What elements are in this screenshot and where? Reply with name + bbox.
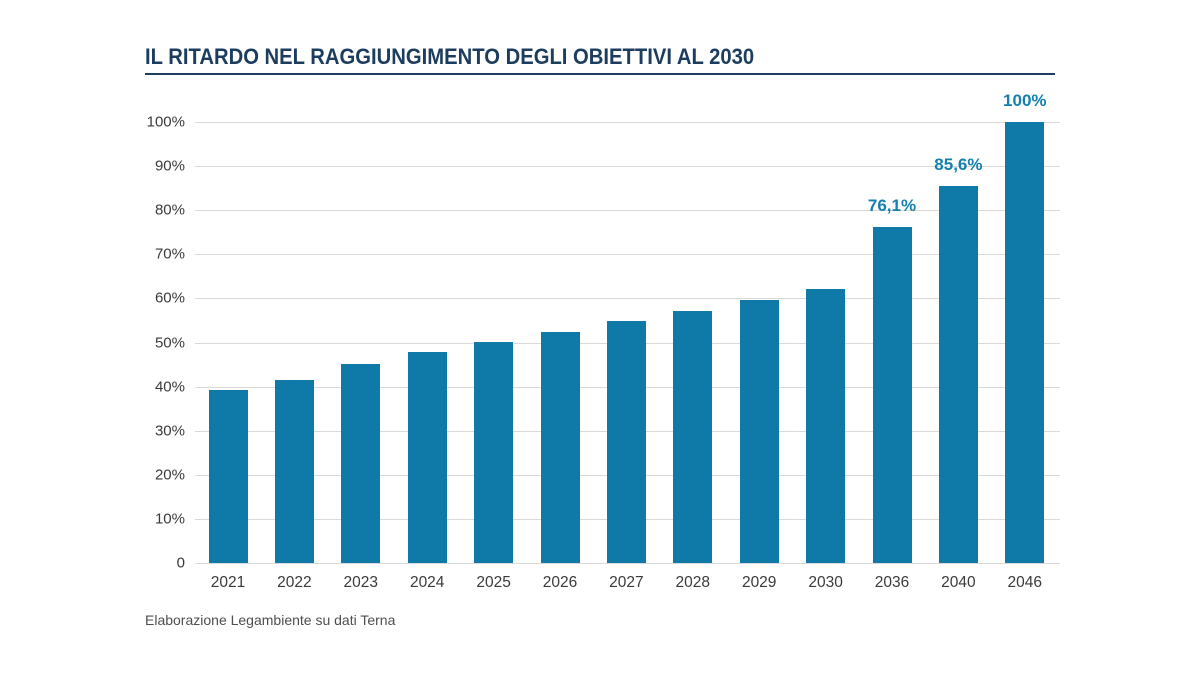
bar-2028 — [673, 310, 713, 563]
gridline-70 — [195, 254, 1060, 256]
y-axis-tick-label: 40% — [154, 378, 185, 396]
gridline-80 — [195, 210, 1060, 212]
y-axis-tick-label: 50% — [154, 334, 185, 351]
y-axis-tick-label: 100% — [146, 113, 185, 131]
bar-2026 — [540, 331, 580, 563]
bar-value-label-2046: 100% — [1003, 91, 1047, 110]
x-axis-tick-label-2029: 2029 — [741, 574, 777, 591]
y-axis-tick-label: 0 — [176, 554, 185, 572]
y-axis-tick-label: 20% — [154, 466, 185, 484]
bar-2029 — [739, 299, 779, 563]
x-axis-tick-label-2040: 2040 — [941, 574, 976, 591]
source-note: Elaborazione Legambiente su dati Terna — [145, 612, 396, 628]
y-axis-tick-label: 90% — [154, 157, 185, 175]
gridline-60 — [195, 298, 1060, 300]
y-axis-tick-label: 30% — [154, 422, 185, 440]
bar-2027 — [606, 321, 646, 563]
title-underline — [145, 73, 1055, 75]
bar-2023 — [341, 363, 381, 563]
y-axis-tick-label: 10% — [154, 510, 185, 528]
y-axis-tick-label: 80% — [154, 201, 185, 219]
y-axis-tick-label: 60% — [154, 289, 185, 307]
gridline-100 — [195, 122, 1060, 123]
bar-value-label-2036: 76,1% — [867, 196, 917, 216]
x-axis-tick-label-2026: 2026 — [542, 574, 578, 591]
x-axis-tick-label-2025: 2025 — [476, 574, 511, 591]
bar-chart-plot-area: 0 10% 20% 30% 40% 50% 60% 70% 80% 90% 100% 2021 2022… — [147, 91, 1060, 591]
bar-2046 — [1005, 122, 1045, 563]
y-axis-tick-label: 70% — [154, 245, 185, 263]
bar-2024 — [407, 352, 447, 563]
x-axis-tick-label-2022: 2022 — [277, 574, 312, 591]
bar-2040 — [938, 185, 978, 563]
x-axis-tick-label-2027: 2027 — [609, 574, 644, 591]
x-axis-tick-label-2028: 2028 — [675, 574, 711, 591]
x-axis-tick-label-2021: 2021 — [210, 574, 246, 591]
x-axis-tick-label-2024: 2024 — [409, 574, 445, 591]
bar-value-label-2040: 85,6% — [934, 154, 983, 174]
gridline-0 — [195, 563, 1060, 564]
x-axis-tick-label-2036: 2036 — [874, 574, 910, 591]
chart-title: IL RITARDO NEL RAGGIUNGIMENTO DEGLI OBIE… — [145, 44, 755, 69]
x-axis-tick-label-2030: 2030 — [808, 574, 843, 591]
bar-2030 — [806, 289, 846, 563]
x-axis-tick-label-2023: 2023 — [343, 574, 379, 591]
bar-2025 — [474, 342, 514, 563]
bar-2036 — [872, 227, 912, 563]
bar-2022 — [274, 380, 314, 563]
gridline-90 — [195, 166, 1060, 168]
bar-2021 — [208, 390, 248, 563]
x-axis-tick-label-2046: 2046 — [1007, 574, 1043, 591]
